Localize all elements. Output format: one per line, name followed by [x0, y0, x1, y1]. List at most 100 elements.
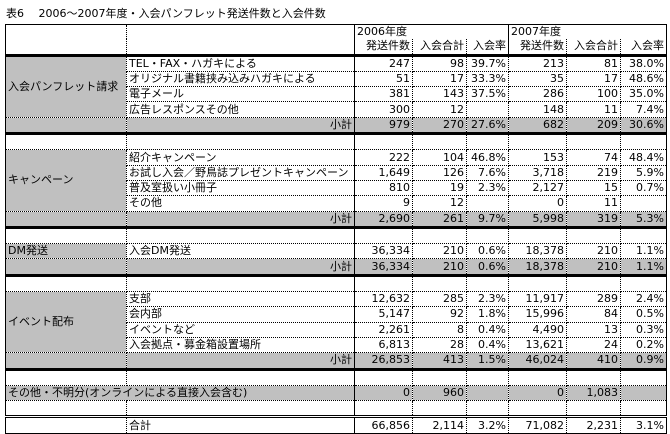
table-row: 広告レスポンスその他 300 12 148 11 7.4%	[6, 101, 667, 118]
2007-shipped-count: 3,718	[508, 165, 567, 181]
blank	[354, 369, 413, 386]
2006-shipped-count: 5,147	[354, 306, 413, 323]
blank	[412, 227, 467, 245]
2006-join-rate: 2.3%	[466, 291, 509, 308]
blank-row	[5, 369, 667, 386]
blank	[466, 400, 509, 418]
2007-joined-total: 219	[566, 165, 621, 181]
2006-shipped-count: 2,261	[354, 322, 413, 338]
blank	[620, 400, 667, 418]
blank	[508, 369, 567, 386]
blank	[466, 369, 509, 386]
2006-joined-total: 210	[412, 243, 467, 260]
2006-join-rate: 1.5%	[466, 352, 509, 371]
2006-join-rate: 27.6%	[466, 117, 509, 136]
2007-joined-total: 289	[566, 291, 621, 308]
blank	[508, 227, 567, 245]
other-value	[620, 385, 667, 402]
column-header: 発送件数	[508, 39, 567, 57]
2007-shipped-count: 71,082	[508, 415, 567, 434]
item-label: 広告レスポンスその他	[126, 101, 355, 118]
item-label: オリジナル書籍挟み込みハガキによる	[126, 71, 355, 88]
table-row: オリジナル書籍挟み込みハガキによる 51 17 33.3% 35 17 48.6%	[6, 71, 667, 88]
table-row: お試し入会／野鳥誌プレゼントキャンペーン 1,649 126 7.6% 3,718 219…	[6, 165, 667, 181]
column-header: 入会合計	[566, 39, 621, 57]
item-label: その他	[126, 195, 355, 212]
2007-join-rate	[620, 195, 667, 212]
table-row: その他 9 12 0 11	[6, 195, 667, 212]
2007-join-rate: 1.1%	[620, 243, 667, 260]
column-header: 入会率	[620, 39, 667, 57]
subtotal-row: 小計 2,690 261 9.7% 5,998 319 5.3%	[5, 211, 667, 229]
2006-shipped-count: 12,632	[354, 291, 413, 308]
2006-shipped-count: 381	[354, 86, 413, 103]
blank	[508, 400, 567, 418]
item-label: 支部	[126, 291, 355, 308]
other-row: その他・不明分(オンラインによる直接入会含む) 0 960 0 1,083	[5, 385, 667, 402]
blank	[5, 258, 127, 277]
2007-shipped-count: 4,490	[508, 322, 567, 338]
subtotal-label: 小計	[126, 211, 355, 229]
blank	[620, 227, 667, 245]
2006-join-rate: 37.5%	[466, 86, 509, 103]
blank	[412, 275, 467, 293]
2006-join-rate: 7.6%	[466, 165, 509, 181]
blank	[5, 275, 127, 293]
2006-join-rate	[466, 195, 509, 212]
other-value: 960	[412, 385, 467, 402]
2006-joined-total: 104	[412, 149, 467, 166]
table-row: 会内部 5,147 92 1.8% 15,996 84 0.5%	[6, 306, 667, 323]
2007-join-rate: 3.1%	[620, 415, 667, 434]
2007-joined-total: 74	[566, 149, 621, 166]
blank	[126, 227, 355, 245]
blank	[354, 400, 413, 418]
2007-joined-total: 319	[566, 211, 621, 229]
item-label: 電子メール	[126, 86, 355, 103]
blank	[126, 39, 355, 57]
2006-shipped-count: 247	[354, 55, 413, 72]
pamphlet-statistics-table: 2006年度 2007年度 発送件数 入会合計 入会率 発送件数 入会合計 入会率 入会パンフレ…	[5, 24, 667, 434]
2006-joined-total: 285	[412, 291, 467, 308]
blank	[126, 133, 355, 151]
2006-join-rate: 9.7%	[466, 211, 509, 229]
2007-joined-total: 210	[566, 258, 621, 277]
other-value: 0	[508, 385, 567, 402]
blank	[126, 369, 355, 386]
2006-join-rate: 33.3%	[466, 71, 509, 88]
2007-shipped-count: 15,996	[508, 306, 567, 323]
blank	[412, 400, 467, 418]
2006-joined-total: 270	[412, 117, 467, 136]
2006-shipped-count: 2,690	[354, 211, 413, 229]
blank	[620, 275, 667, 293]
2007-shipped-count: 286	[508, 86, 567, 103]
header-row-columns: 発送件数 入会合計 入会率 発送件数 入会合計 入会率	[5, 39, 667, 57]
blank-row	[5, 227, 667, 245]
item-label: イベントなど	[126, 322, 355, 338]
2006-shipped-count: 36,334	[354, 258, 413, 277]
2007-joined-total: 24	[566, 337, 621, 354]
2007-joined-total: 11	[566, 195, 621, 212]
blank	[5, 352, 127, 371]
item-label: 入会DM発送	[126, 243, 355, 260]
2006-joined-total: 92	[412, 306, 467, 323]
other-value: 0	[354, 385, 413, 402]
2007-shipped-count: 35	[508, 71, 567, 88]
2006-join-rate: 2.3%	[466, 180, 509, 197]
group-label: DM発送	[5, 243, 127, 260]
2006-joined-total: 98	[412, 55, 467, 72]
2007-shipped-count: 148	[508, 101, 567, 118]
2006-joined-total: 413	[412, 352, 467, 371]
total-row: 合計 66,856 2,114 3.2% 71,082 2,231 3.1%	[5, 415, 667, 434]
subtotal-row: 小計 36,334 210 0.6% 18,378 210 1.1%	[5, 258, 667, 277]
2006-shipped-count: 810	[354, 180, 413, 197]
2007-shipped-count: 682	[508, 117, 567, 136]
subtotal-row: 小計 26,853 413 1.5% 46,024 410 0.9%	[5, 352, 667, 371]
2007-join-rate: 0.7%	[620, 180, 667, 197]
year-2007: 2007年度	[508, 24, 667, 40]
blank	[354, 275, 413, 293]
2007-join-rate: 5.9%	[620, 165, 667, 181]
table-row: イベント配布 支部 12,632 285 2.3% 11,917 289 2.4%	[5, 291, 667, 354]
2006-joined-total: 28	[412, 337, 467, 354]
blank	[566, 400, 621, 418]
2006-joined-total: 12	[412, 195, 467, 212]
